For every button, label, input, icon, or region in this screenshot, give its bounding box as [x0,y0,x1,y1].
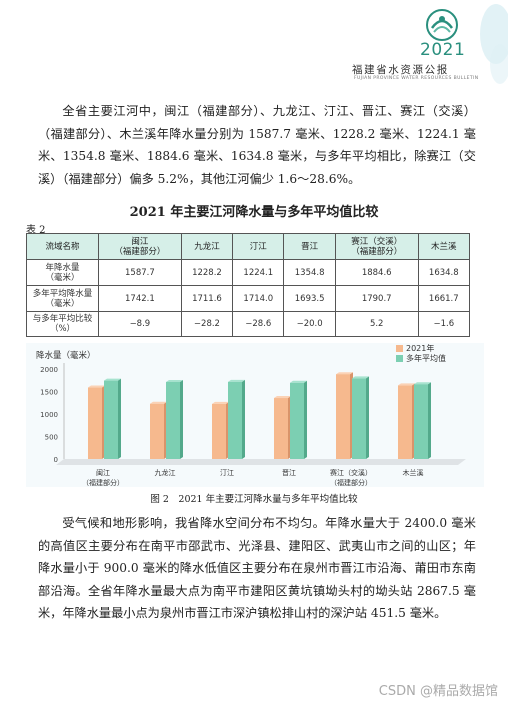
table-cell: 1354.8 [283,259,336,286]
x-tick-label: 晋江 [282,469,296,477]
bar [104,380,118,459]
bar-side [428,382,431,459]
bar-side [118,378,121,459]
bar [398,385,412,459]
table-cell: 1587.7 [98,259,182,286]
y-tick-label: 2000 [40,366,58,374]
bar-top [398,383,415,386]
bar-top [290,380,307,383]
table-cell: 5.2 [334,311,419,337]
bar-top [166,379,183,382]
legend-swatch [396,345,403,352]
table-cell: 1711.6 [180,285,234,312]
table-cell: 1790.7 [334,285,419,312]
header-watercolor-decoration [480,4,508,84]
table-cell: 1634.8 [417,259,471,286]
chart-area: 降水量（毫米） 0 500 1000 1500 2000 闽江 （福建部分） 九龙江 汀江 晋江 赛江… [26,343,484,487]
bar-top [228,379,245,382]
row-label: 多年平均降水量 （毫米） [26,285,99,312]
chart-floor [56,459,466,465]
table-row: 多年平均降水量 （毫米） 1742.1 1711.6 1714.0 1693.5… [26,285,471,312]
table-cell: −8.9 [98,311,182,337]
table-cell: −20.0 [283,311,336,337]
table-header-cell: 赛江（交溪） （福建部分） [334,233,419,260]
x-tick-label: 赛江（交溪） [330,468,372,477]
table-header-row: 流域名称 闽江 （福建部分） 九龙江 汀江 晋江 赛江（交溪） （福建部分） 木… [26,233,471,260]
water-bulletin-logo-icon [426,9,458,41]
legend-label: 多年平均值 [406,353,446,363]
body-paragraph-2: 受气候和地形影响，我省降水空间分布不均匀。年降水量大于 2400.0 毫米的高值… [38,516,476,620]
figure-caption: 图 2 2021 年主要江河降水量与多年平均值比较 [150,494,358,505]
csdn-watermark: CSDN @精品数据馆 [378,684,498,699]
table-cell: −28.2 [180,311,234,337]
row-label: 年降水量 （毫米） [26,259,99,286]
row-label: 与多年平均比较 （%） [26,311,99,337]
table-cell: 1693.5 [283,285,336,312]
x-tick-label: （福建部分） [330,478,372,487]
table-header-cell: 九龙江 [180,233,234,260]
bar [88,387,102,459]
legend-label: 2021年 [406,343,434,353]
table-cell: 1884.6 [334,259,419,286]
bar-top [88,385,105,388]
x-tick-label: （福建部分） [82,478,124,487]
table-cell: 1661.7 [417,285,471,312]
bar [274,398,288,459]
bar [228,381,242,459]
bar-top [212,401,229,404]
table-cell: −28.6 [232,311,285,337]
table-cell: 1228.2 [180,259,234,286]
bar [150,403,164,459]
bar-top [336,372,353,375]
legend-swatch [396,355,403,362]
bar-top [150,401,167,404]
bar [336,374,350,459]
bar-side [366,376,369,459]
table-cell: 1742.1 [98,285,182,312]
bar-top [104,378,121,381]
report-year: 2021 [420,40,466,60]
x-tick-label: 九龙江 [155,468,176,477]
table-label: 表 2 [26,225,46,236]
rainfall-comparison-table: 流域名称 闽江 （福建部分） 九龙江 汀江 晋江 赛江（交溪） （福建部分） 木… [26,233,471,337]
bar [212,403,226,459]
table-cell: 1224.1 [232,259,285,286]
table-header-cell: 木兰溪 [417,233,471,260]
table-header-cell: 闽江 （福建部分） [98,233,182,260]
table-row: 年降水量 （毫米） 1587.7 1228.2 1224.1 1354.8 18… [26,259,471,286]
bar-side [180,379,183,459]
table-header-cell: 流域名称 [26,233,99,260]
table-header-cell: 汀江 [232,233,285,260]
table-title: 2021 年主要江河降水量与多年平均值比较 [129,205,379,220]
report-subtitle: FUJIAN PROVINCE WATER RESOURCES BULLETIN [354,76,479,81]
report-title: 福建省水资源公报 [352,64,449,76]
table-row: 与多年平均比较 （%） −8.9 −28.2 −28.6 −20.0 5.2 −… [26,311,471,337]
bar-top [352,376,369,379]
table-cell: −1.6 [417,311,471,337]
body-paragraph-1: 全省主要江河中，闽江（福建部分）、九龙江、汀江、晋江、赛江（交溪）（福建部分）、… [38,104,476,186]
y-axis-label: 降水量（毫米） [36,350,96,361]
bar-top [274,396,291,399]
bar-side [242,379,245,459]
x-tick-label: 木兰溪 [403,468,424,477]
y-tick-label: 500 [45,434,58,442]
bar [166,381,180,459]
x-tick-label: 闽江 [96,469,110,477]
bar-top [414,382,431,385]
bar [290,382,304,459]
bar [414,384,428,459]
table-cell: 1714.0 [232,285,285,312]
y-tick-label: 1000 [40,411,58,419]
bar [352,378,366,459]
table-header-cell: 晋江 [283,233,336,260]
y-tick-label: 1500 [40,389,58,397]
x-tick-label: 汀江 [220,469,234,477]
bar-side [304,380,307,459]
y-tick-label: 0 [54,456,58,464]
